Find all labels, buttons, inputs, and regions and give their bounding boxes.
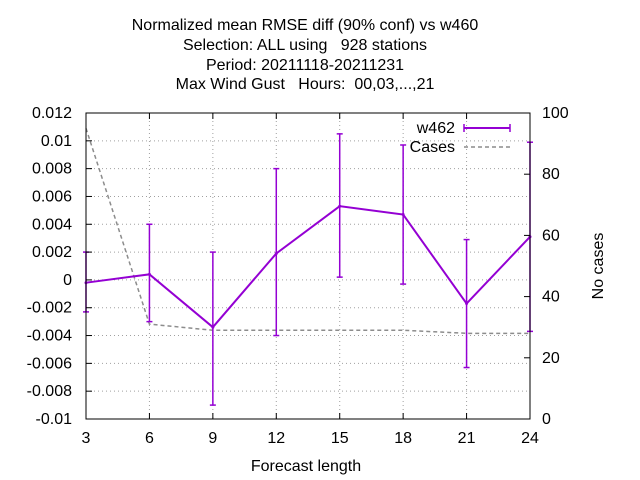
y-tick-label: 0.006 [32, 188, 72, 205]
y-tick-label: -0.004 [27, 328, 72, 345]
y2-tick-label: 60 [542, 227, 560, 244]
y-tick-label: -0.008 [27, 383, 72, 400]
w462-point [465, 302, 469, 306]
x-tick-label: 9 [208, 430, 217, 447]
x-tick-label: 15 [331, 430, 349, 447]
w462-series [83, 133, 533, 406]
x-tick-label: 24 [521, 430, 539, 447]
y-tick-label: 0.012 [32, 105, 72, 122]
y-tick-label: 0.008 [32, 161, 72, 178]
w462-line [85, 205, 531, 329]
y-tick-label: 0.01 [41, 133, 72, 150]
y-tick-label: 0.004 [32, 216, 72, 233]
cases-series [85, 128, 530, 335]
legend-label-w462: w462 [416, 120, 455, 137]
x-tick-label: 18 [394, 430, 412, 447]
w462-point [147, 272, 151, 276]
y2-axis-label: No cases [590, 233, 607, 300]
y2-tick-label: 40 [542, 289, 560, 306]
y2-tick-label: 20 [542, 350, 560, 367]
w462-point [211, 325, 215, 329]
y-tick-label: 0.002 [32, 244, 72, 261]
y-tick-label: -0.002 [27, 300, 72, 317]
chart-title-line-4: Max Wind Gust Hours: 00,03,...,21 [175, 76, 435, 93]
axes: 3 6 9 12 15 18 21 24 -0.01 -0.008 -0.006 -0.004 -0.0… [27, 105, 569, 447]
chart-title-line-2: Selection: ALL using 928 stations [182, 37, 427, 54]
w462-point [338, 204, 342, 208]
chart-title-line-1: Normalized mean RMSE diff (90% conf) vs … [131, 17, 479, 34]
y2-tick-label: 0 [542, 411, 551, 428]
legend-label-cases: Cases [410, 139, 455, 156]
cases-line [85, 128, 530, 335]
plot-frame [85, 112, 531, 420]
y-tick-label: -0.006 [27, 355, 72, 372]
x-axis-label: Forecast length [251, 458, 361, 475]
w462-point [274, 251, 278, 255]
y2-tick-label: 100 [542, 105, 569, 122]
y2-tick-label: 80 [542, 166, 560, 183]
x-tick-label: 12 [267, 430, 285, 447]
w462-point [401, 213, 405, 217]
y-tick-label: -0.01 [36, 411, 73, 428]
x-tick-label: 3 [82, 430, 91, 447]
legend: w462 Cases [410, 120, 511, 156]
y-tick-label: 0 [63, 272, 72, 289]
x-tick-label: 21 [458, 430, 476, 447]
x-tick-label: 6 [145, 430, 154, 447]
grid-lines [86, 113, 530, 419]
chart-title-line-3: Period: 20211118-20211231 [205, 57, 405, 74]
